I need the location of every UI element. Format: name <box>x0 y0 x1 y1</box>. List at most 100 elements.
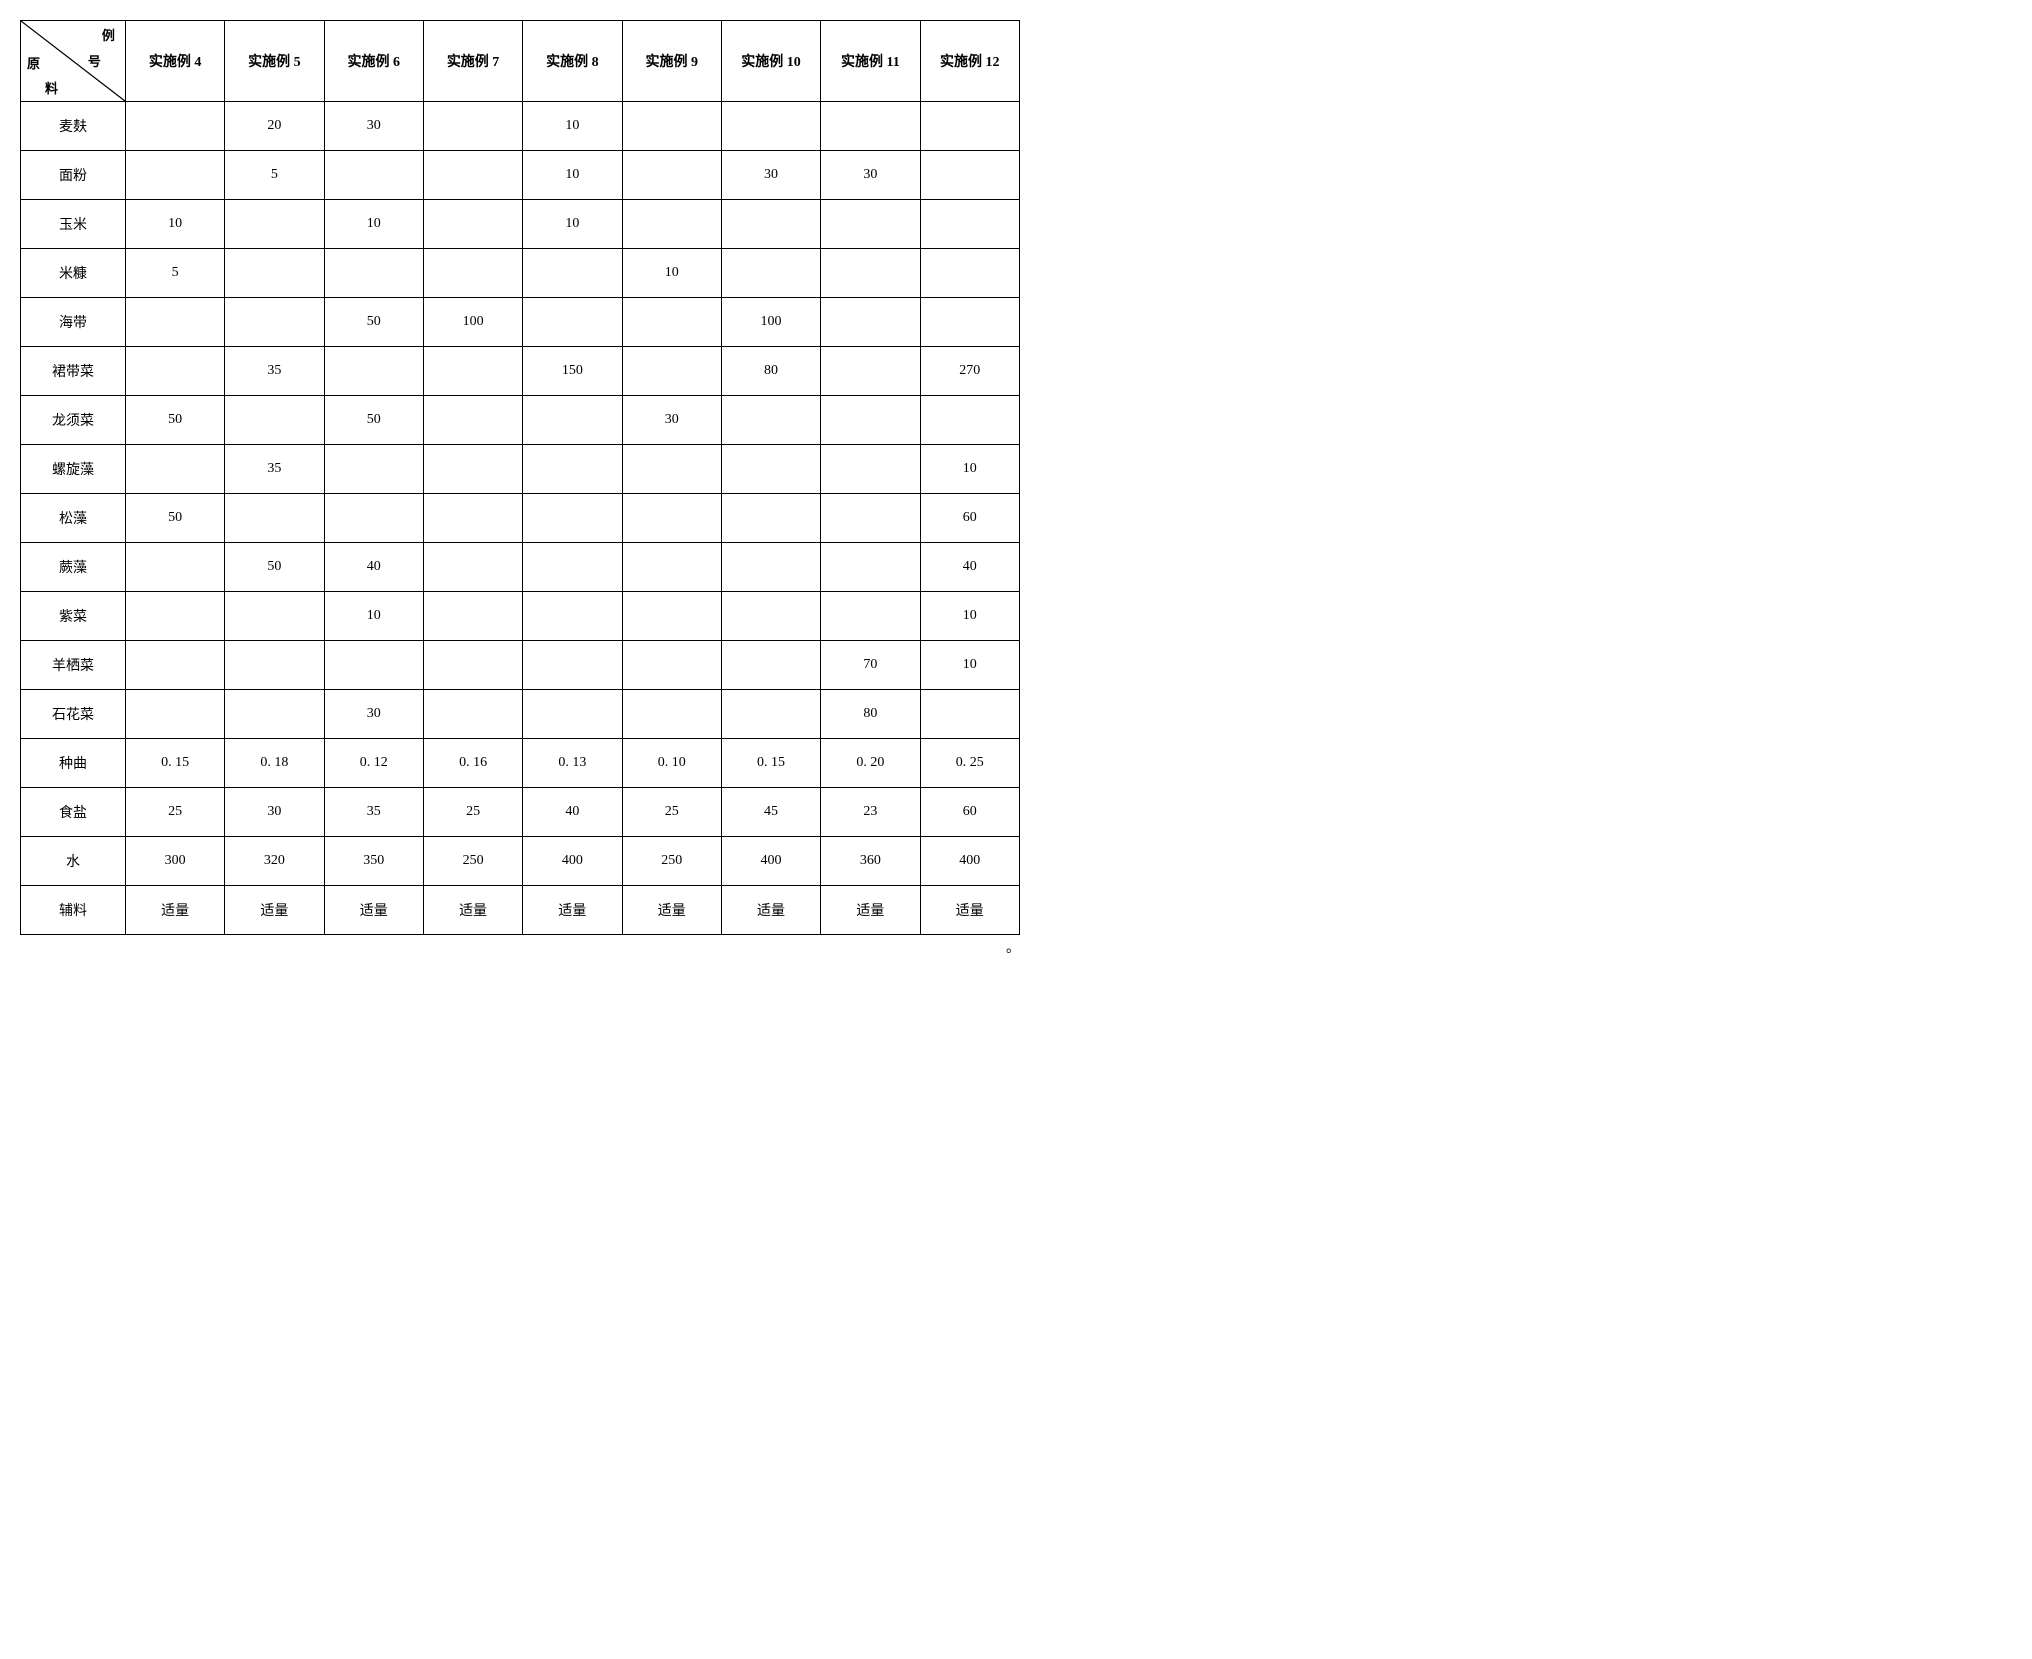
cell <box>920 298 1019 347</box>
cell <box>324 445 423 494</box>
cell <box>423 200 522 249</box>
col-header: 实施例 7 <box>423 21 522 102</box>
cell: 270 <box>920 347 1019 396</box>
cell: 适量 <box>920 886 1019 935</box>
cell: 400 <box>920 837 1019 886</box>
cell: 45 <box>721 788 820 837</box>
cell: 适量 <box>423 886 522 935</box>
cell <box>920 396 1019 445</box>
table-row: 羊栖菜7010 <box>21 641 1020 690</box>
cell: 350 <box>324 837 423 886</box>
cell: 10 <box>622 249 721 298</box>
cell <box>622 543 721 592</box>
cell <box>622 690 721 739</box>
table-row: 麦麸203010 <box>21 102 1020 151</box>
cell: 35 <box>324 788 423 837</box>
col-header: 实施例 12 <box>920 21 1019 102</box>
row-label: 水 <box>21 837 126 886</box>
cell: 10 <box>324 592 423 641</box>
table-row: 紫菜1010 <box>21 592 1020 641</box>
cell: 60 <box>920 494 1019 543</box>
cell: 50 <box>324 396 423 445</box>
cell <box>423 592 522 641</box>
cell <box>225 298 324 347</box>
col-header: 实施例 4 <box>125 21 224 102</box>
cell <box>821 396 920 445</box>
cell <box>622 592 721 641</box>
cell: 30 <box>721 151 820 200</box>
cell <box>125 102 224 151</box>
cell: 250 <box>622 837 721 886</box>
cell <box>721 200 820 249</box>
cell: 30 <box>324 690 423 739</box>
cell <box>324 151 423 200</box>
cell <box>721 249 820 298</box>
cell <box>821 298 920 347</box>
diag-label-bot1: 原 <box>27 53 40 72</box>
cell: 10 <box>523 102 622 151</box>
cell <box>523 641 622 690</box>
cell <box>622 298 721 347</box>
cell: 25 <box>622 788 721 837</box>
cell <box>721 445 820 494</box>
cell <box>423 347 522 396</box>
cell: 0. 13 <box>523 739 622 788</box>
cell <box>523 592 622 641</box>
cell <box>721 543 820 592</box>
table-row: 玉米101010 <box>21 200 1020 249</box>
cell <box>324 347 423 396</box>
cell: 适量 <box>324 886 423 935</box>
diagonal-header-cell: 例 号 原 料 <box>21 21 126 102</box>
row-label: 食盐 <box>21 788 126 837</box>
cell: 50 <box>324 298 423 347</box>
cell <box>125 151 224 200</box>
cell: 0. 25 <box>920 739 1019 788</box>
cell <box>622 445 721 494</box>
col-header: 实施例 8 <box>523 21 622 102</box>
cell <box>423 543 522 592</box>
cell: 适量 <box>821 886 920 935</box>
col-header: 实施例 5 <box>225 21 324 102</box>
cell <box>423 690 522 739</box>
cell: 0. 20 <box>821 739 920 788</box>
cell <box>225 592 324 641</box>
cell <box>423 151 522 200</box>
cell <box>225 690 324 739</box>
cell: 0. 15 <box>125 739 224 788</box>
cell <box>523 396 622 445</box>
cell: 50 <box>125 396 224 445</box>
row-label: 麦麸 <box>21 102 126 151</box>
cell: 10 <box>920 641 1019 690</box>
cell: 25 <box>125 788 224 837</box>
cell: 适量 <box>721 886 820 935</box>
cell <box>523 445 622 494</box>
cell: 300 <box>125 837 224 886</box>
cell: 适量 <box>622 886 721 935</box>
cell: 10 <box>920 445 1019 494</box>
col-header: 实施例 6 <box>324 21 423 102</box>
cell <box>423 445 522 494</box>
row-label: 辅料 <box>21 886 126 935</box>
cell: 50 <box>225 543 324 592</box>
cell <box>920 249 1019 298</box>
cell <box>622 200 721 249</box>
cell: 250 <box>423 837 522 886</box>
cell <box>523 298 622 347</box>
cell <box>721 102 820 151</box>
diag-label-top1: 例 <box>102 25 115 44</box>
cell: 10 <box>125 200 224 249</box>
cell: 30 <box>821 151 920 200</box>
cell: 150 <box>523 347 622 396</box>
cell: 0. 10 <box>622 739 721 788</box>
cell: 适量 <box>225 886 324 935</box>
table-row: 米糠510 <box>21 249 1020 298</box>
row-label: 龙须菜 <box>21 396 126 445</box>
cell: 25 <box>423 788 522 837</box>
col-header: 实施例 10 <box>721 21 820 102</box>
cell <box>622 641 721 690</box>
cell <box>125 641 224 690</box>
data-table: 例 号 原 料 实施例 4 实施例 5 实施例 6 实施例 7 实施例 8 实施… <box>20 20 1020 935</box>
table-row: 裙带菜3515080270 <box>21 347 1020 396</box>
cell: 10 <box>324 200 423 249</box>
trailing-punctuation: 。 <box>1006 937 1020 957</box>
